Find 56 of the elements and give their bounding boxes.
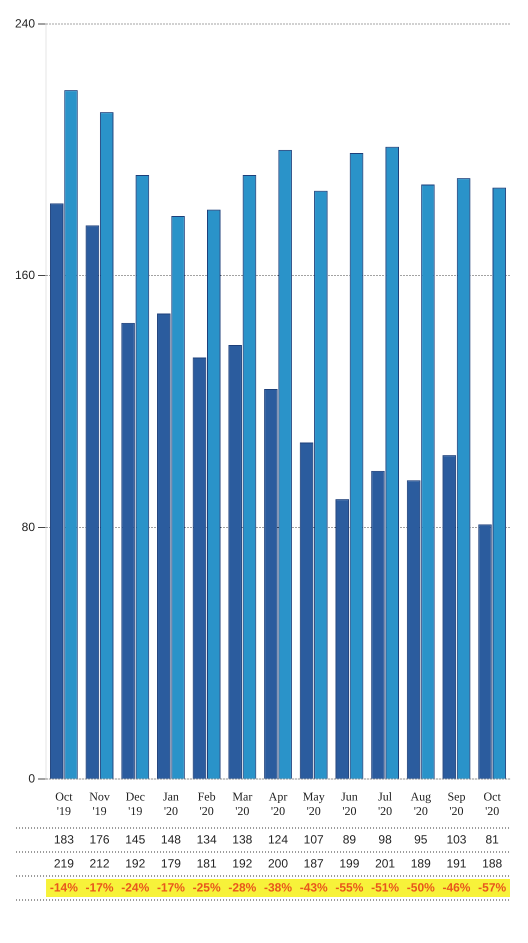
data-label: 98 (378, 832, 392, 846)
data-label: 181 (196, 856, 217, 870)
text: -17% (156, 880, 186, 894)
data-label: 179 (160, 856, 182, 870)
y-tick-label: 80 (22, 520, 36, 534)
data-label: 148 (160, 832, 182, 846)
data-label: 201 (375, 856, 396, 870)
data-label: 192 (232, 856, 253, 870)
data-label: 81 (485, 832, 500, 846)
data-label: 95 (414, 832, 428, 846)
x-tick-label: May '20 (302, 790, 325, 818)
data-label: 199 (339, 856, 360, 870)
data-label: 145 (125, 832, 146, 846)
text: -24% (121, 880, 150, 894)
data-label: 89 (342, 832, 356, 846)
data-label: 200 (268, 856, 288, 870)
text: -55% (335, 880, 364, 894)
text: -50% (406, 880, 436, 894)
x-tick-label: Oct '20 (483, 790, 502, 818)
x-tick-label: Sep '20 (447, 790, 466, 818)
data-label: 191 (446, 856, 467, 870)
x-tick-label: Dec '19 (126, 790, 145, 818)
text: -17% (86, 880, 114, 894)
data-label: 134 (196, 832, 217, 846)
data-label: 176 (90, 832, 110, 846)
text: -25% (192, 880, 221, 894)
data-label: 183 (54, 832, 74, 846)
text: -57% (478, 880, 506, 894)
y-tick-label: 240 (14, 16, 36, 30)
y-tick-label: 160 (14, 268, 36, 282)
data-label: 188 (482, 856, 502, 870)
x-tick-label: Jul '20 (378, 790, 393, 818)
text: -46% (442, 880, 471, 894)
x-tick-label: Aug '20 (410, 790, 432, 818)
y-tick-label: 0 (28, 772, 36, 786)
data-label: 192 (125, 856, 146, 870)
text: -28% (228, 880, 257, 894)
text: -38% (264, 880, 292, 894)
x-tick-label: Jun '20 (341, 790, 358, 818)
x-tick-label: Nov '19 (89, 790, 110, 818)
text: -14% (50, 880, 78, 894)
data-label: 138 (232, 832, 253, 846)
text: -43% (300, 880, 328, 894)
x-tick-label: Jan '20 (162, 790, 179, 818)
x-tick-label: Apr '20 (268, 790, 288, 818)
data-label: 219 (54, 856, 74, 870)
data-label: 107 (304, 832, 324, 846)
x-tick-label: Mar '20 (232, 790, 252, 818)
data-label: 189 (410, 856, 432, 870)
data-label: 124 (268, 832, 288, 846)
data-label: 212 (90, 856, 110, 870)
data-label: 103 (446, 832, 467, 846)
text: -51% (371, 880, 400, 894)
data-label: 187 (304, 856, 324, 870)
x-tick-label: Oct '19 (55, 790, 74, 818)
x-tick-label: Feb '20 (198, 790, 216, 818)
